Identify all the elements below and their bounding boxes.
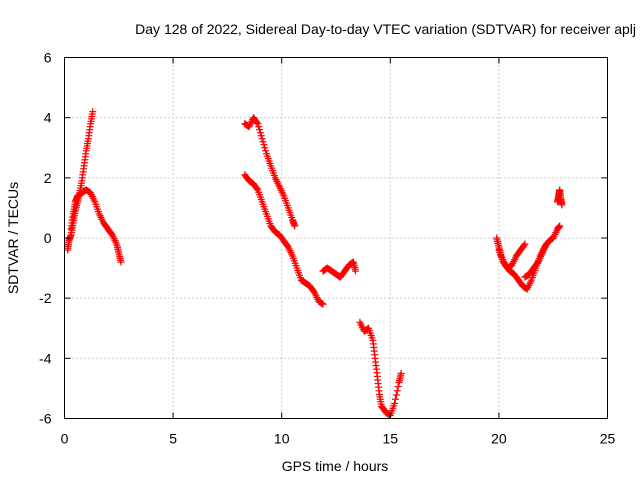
x-tick-label: 25: [600, 431, 616, 447]
data-point-arc2_lower: [253, 185, 261, 193]
y-tick-label: 6: [44, 50, 52, 66]
data-point-arc3: [352, 267, 360, 275]
data-point-arc4: [392, 395, 400, 403]
x-tick-label: 20: [491, 431, 507, 447]
data-point-arc5_c: [543, 240, 551, 248]
y-tick-label: -4: [39, 350, 52, 366]
data-point-arc2_upper: [253, 118, 261, 126]
data-point-arc4: [397, 369, 405, 377]
data-point-arc2_lower: [319, 300, 327, 308]
data-point-arc2_upper: [258, 135, 266, 143]
data-point-arc4: [391, 399, 399, 407]
data-point-arc2_upper: [256, 126, 264, 134]
axis-ticks: 0 5 10 15 20 25 -6 -4 -2 0 2 4 6: [39, 50, 615, 447]
data-point-arc5_b: [520, 241, 528, 249]
plot-frame: [64, 57, 608, 419]
y-tick-label: -6: [39, 411, 52, 427]
data-points: [64, 108, 566, 419]
x-tick-label: 0: [61, 431, 69, 447]
data-point-arc1_fall: [117, 258, 125, 266]
data-point-arc5_a: [556, 222, 564, 230]
data-point-arc2_upper: [259, 138, 267, 146]
data-point-arc2_lower: [318, 300, 326, 308]
data-point-arc4: [392, 391, 400, 399]
x-tick-label: 10: [274, 431, 290, 447]
data-point-arc5_b: [521, 240, 529, 248]
y-axis-label: SDTVAR / TECUs: [5, 182, 21, 294]
data-point-arc2_upper: [257, 132, 265, 140]
data-point-arc2_upper: [260, 141, 268, 149]
grid: [64, 57, 608, 419]
x-axis-label: GPS time / hours: [282, 458, 389, 474]
chart-title: Day 128 of 2022, Sidereal Day-to-day VTE…: [135, 21, 636, 37]
data-point-arc2_upper: [256, 129, 264, 137]
y-tick-label: 4: [44, 110, 52, 126]
data-point-arc4: [394, 383, 402, 391]
data-point-arc5_d: [558, 201, 566, 209]
data-point-arc1_rise: [89, 108, 97, 116]
data-point-arc4: [393, 387, 401, 395]
y-tick-label: 2: [44, 170, 52, 186]
x-tick-label: 5: [169, 431, 177, 447]
data-point-arc2_upper: [262, 147, 270, 155]
data-point-arc2_upper: [254, 120, 262, 128]
y-tick-label: 0: [44, 230, 52, 246]
y-tick-label: -2: [39, 290, 52, 306]
data-point-arc2_upper: [255, 123, 263, 131]
x-tick-label: 15: [383, 431, 399, 447]
data-point-arc2_upper: [261, 144, 269, 152]
data-point-arc2_upper: [291, 222, 299, 230]
